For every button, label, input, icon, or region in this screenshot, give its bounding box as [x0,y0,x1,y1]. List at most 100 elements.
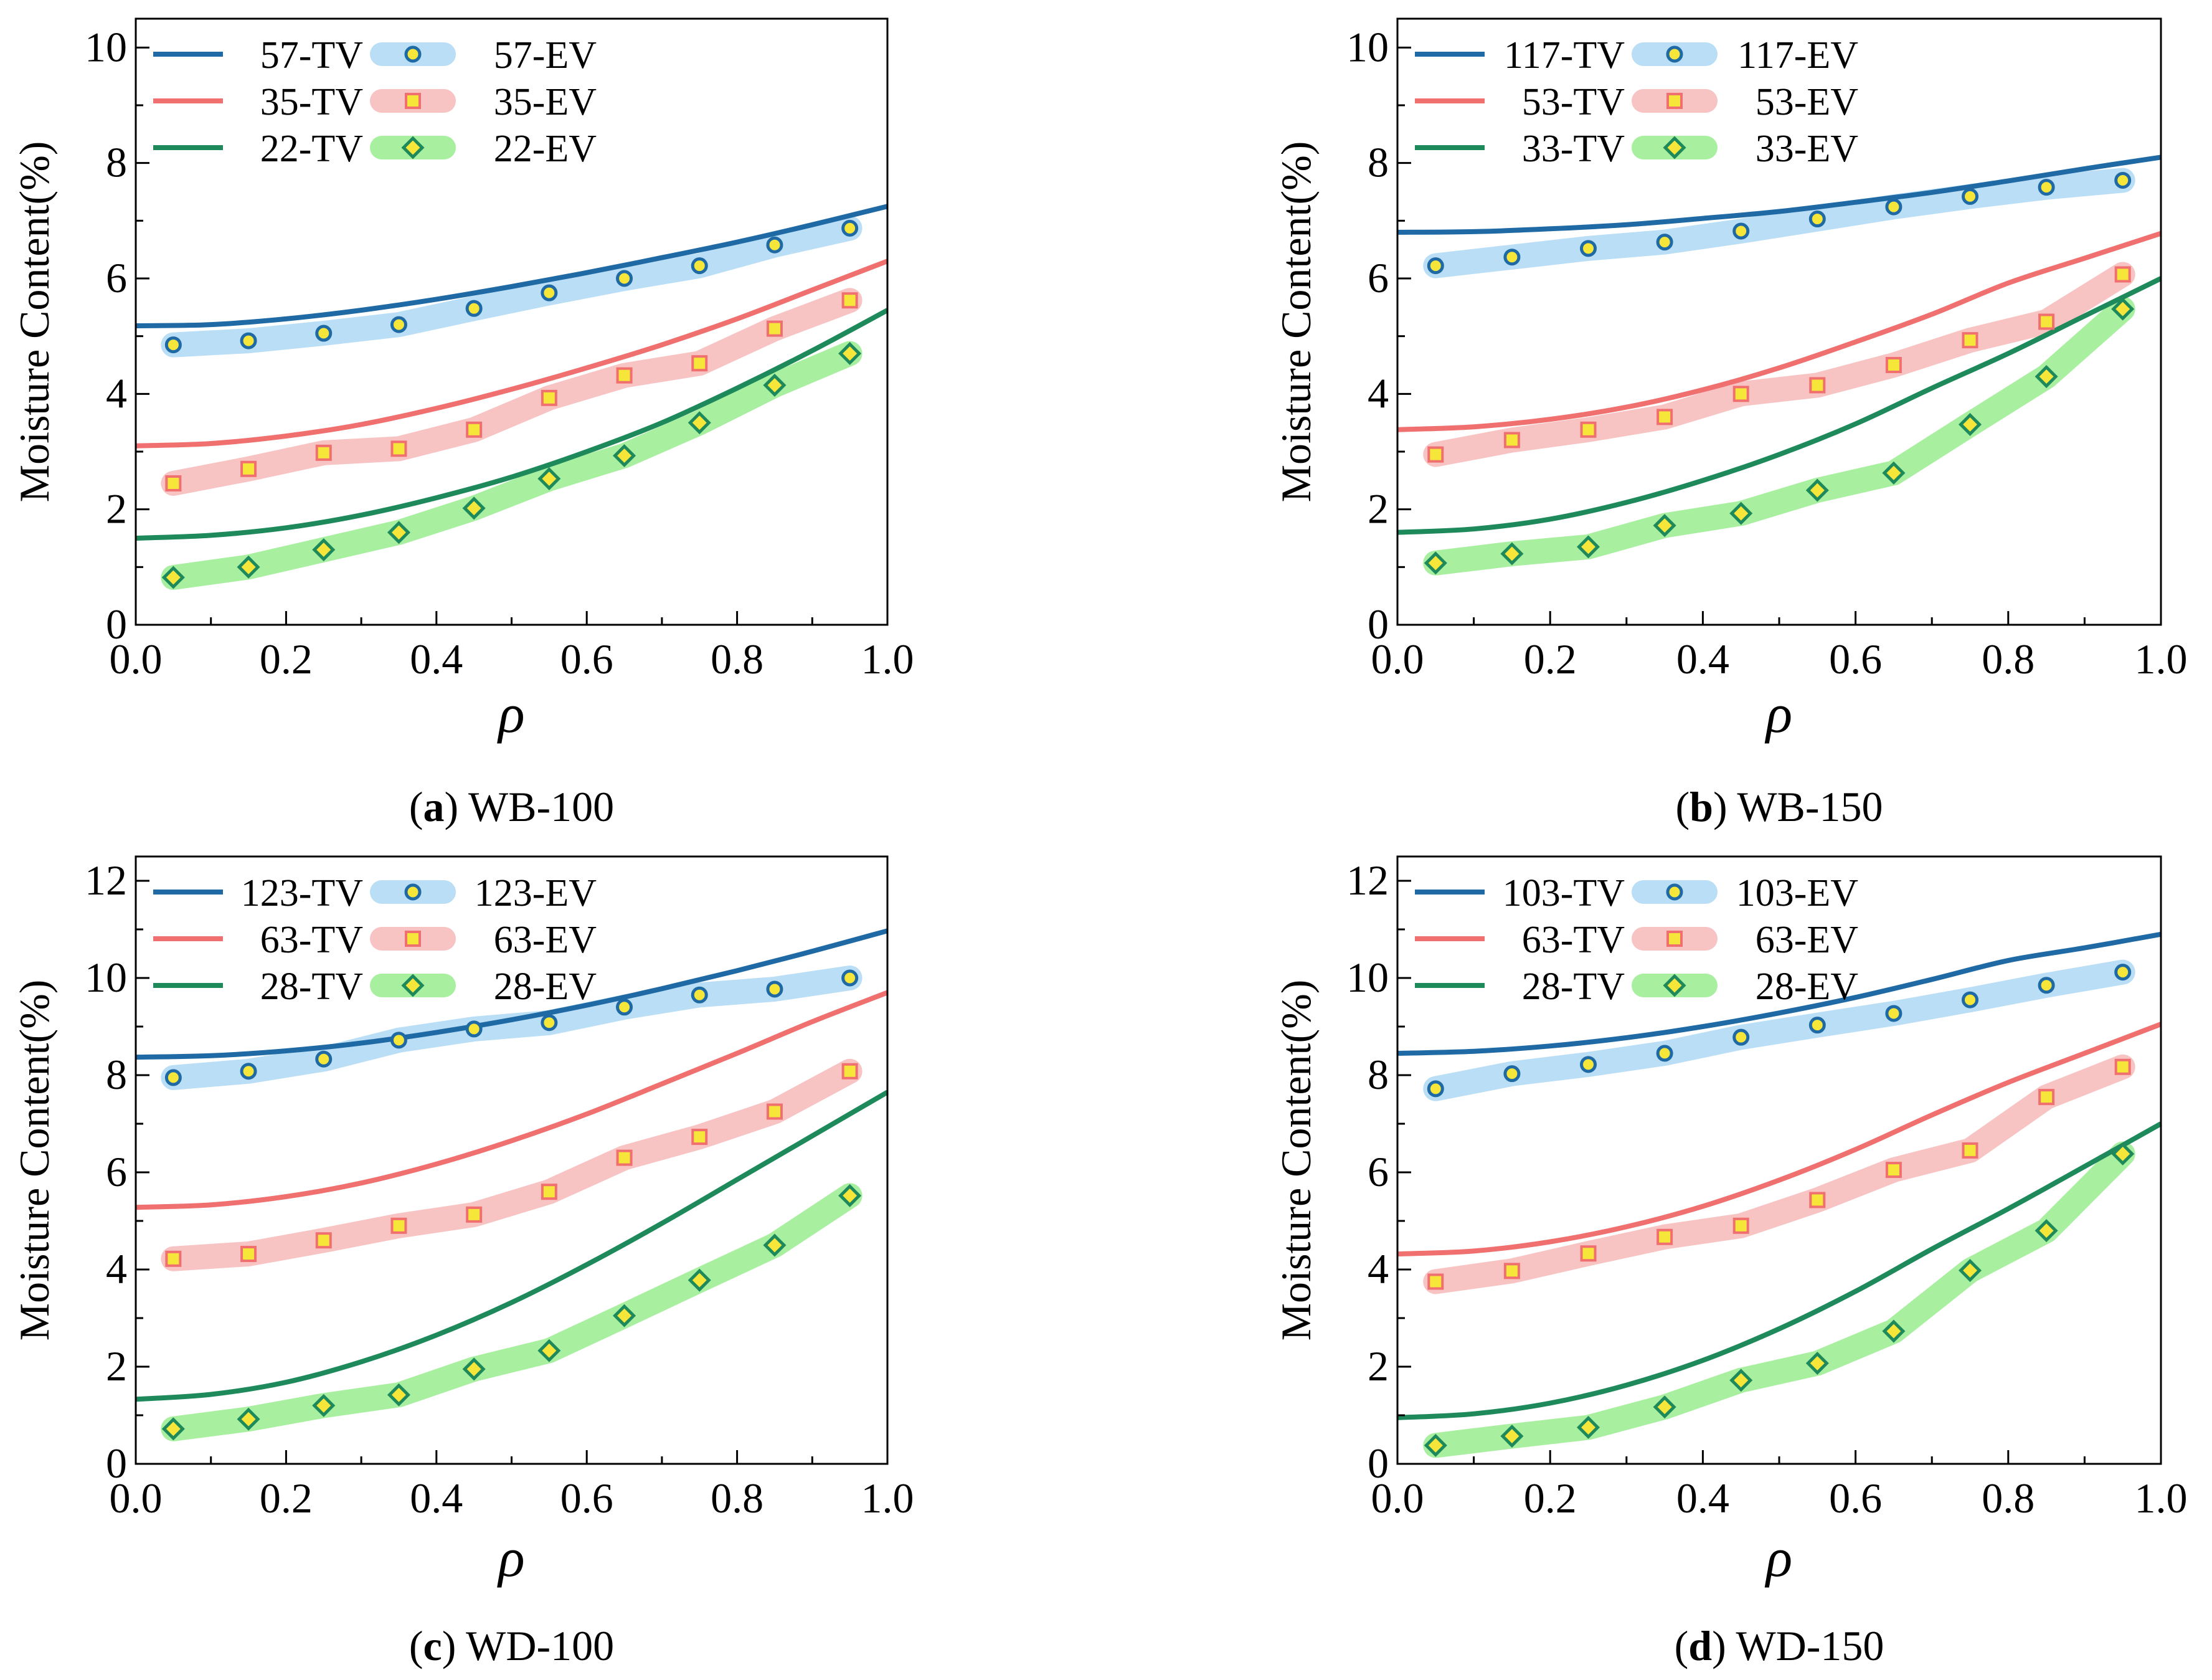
y-tick-label: 6 [106,254,127,301]
y-tick-label: 10 [1346,954,1389,1001]
x-axis-label: ρ [496,1528,524,1588]
ev-point-33-EV [1805,478,1829,502]
ev-point-33-EV [2111,297,2135,321]
x-axis-label: ρ [1764,684,1792,744]
ev-point-63-EV [466,1206,483,1223]
ev-point-53-EV [2038,313,2055,330]
legend-label-57-EV: 57-EV [494,34,597,77]
x-tick-label: 0.6 [560,635,613,683]
legend-marker-123-EV [404,883,422,901]
ev-point-103-EV [1427,1080,1444,1098]
ev-point-53-EV [1962,332,1978,349]
legend-label-28-TV: 28-TV [260,966,364,1008]
y-tick-label: 2 [106,1342,127,1390]
y-tick-label: 0 [1368,1440,1389,1487]
y-tick-label: 8 [1368,1051,1389,1098]
x-tick-label: 0.0 [1371,1474,1424,1522]
x-tick-label: 0.0 [110,1474,163,1522]
legend-label-63-TV: 63-TV [260,919,364,961]
legend-label-53-EV: 53-EV [1756,81,1859,123]
y-tick-label: 4 [1368,1245,1389,1293]
legend-marker-22-EV [401,136,425,159]
ev-point-57-EV [766,236,783,254]
chart-panel-d: 0.0 0.2 0.4 0.6 0.8 1.0 0 2 4 6 8 10 12 ρ Moisture Con… [1272,855,2188,1669]
ev-point-22-EV [688,411,711,435]
y-tick-label: 0 [1368,600,1389,648]
ev-point-22-EV [763,373,787,397]
ev-point-103-EV [1732,1028,1750,1046]
ev-point-35-EV [165,475,182,491]
ev-point-117-EV [1808,211,1826,228]
ev-band-33-EV [1423,297,2135,576]
ev-point-28-EV [161,1417,185,1441]
legend-label-28-EV: 28-EV [1756,966,1859,1008]
legend-marker-117-EV [1666,45,1683,63]
ev-point-123-EV [841,969,859,987]
ev-point-28-EV [1729,1369,1753,1392]
ev-point-103-EV [1808,1017,1826,1034]
legend-label-57-TV: 57-TV [260,34,364,77]
tv-line-22-TV [135,308,889,541]
y-tick-label: 8 [106,139,127,186]
ev-point-123-EV [616,999,633,1016]
ev-point-57-EV [465,300,483,317]
legend-label-123-EV: 123-EV [475,872,597,914]
ev-point-53-EV [1732,386,1749,402]
tv-line-123-TV [135,928,889,1060]
ev-point-33-EV [1729,501,1753,525]
ev-point-117-EV [1885,198,1902,216]
ev-point-63-EV [1732,1217,1749,1234]
ev-point-103-EV [2114,964,2132,981]
x-axis-label: ρ [496,684,524,744]
legend-label-53-TV: 53-TV [1522,81,1625,123]
x-tick-label: 0.4 [1676,635,1729,683]
panel-name: WB-150 [1737,783,1883,830]
ev-point-103-EV [1885,1005,1902,1022]
tv-line-57-TV [135,204,888,328]
ev-point-53-EV [1427,446,1444,463]
ev-band-103-EV [1423,959,2135,1101]
legend-marker-28-EV [401,974,425,997]
y-tick-label: 4 [1368,369,1389,417]
tv-line-35-TV [135,259,889,448]
panel-letter: c [423,1622,442,1669]
ev-point-117-EV [1427,257,1444,275]
ev-point-63-EV [1427,1273,1444,1290]
legend-label-123-TV: 123-TV [241,872,364,914]
panel-letter: a [423,783,445,830]
x-tick-label: 0.6 [1829,1474,1882,1522]
ev-point-33-EV [1500,542,1524,566]
ev-point-28-EV [312,1393,336,1417]
legend-marker-63-EV [405,931,421,947]
ev-point-123-EV [240,1063,257,1080]
panel-name: WB-100 [468,783,614,830]
y-tick-label: 2 [106,485,127,533]
tv-line-117-TV [1397,154,2162,235]
ev-point-103-EV [1580,1056,1597,1073]
ev-point-28-EV [1805,1352,1829,1375]
legend-label-117-EV: 117-EV [1737,34,1858,77]
ev-point-35-EV [541,389,557,406]
ev-point-35-EV [691,355,708,372]
y-tick-label: 4 [106,1245,127,1293]
legend: 57-TV 57-EV 35-TV 35-EV 22-TV 22-EV [153,34,597,170]
ev-point-35-EV [466,421,483,438]
ev-point-35-EV [766,320,783,337]
tv-line-103-TV [1397,931,2162,1056]
ev-point-63-EV [2038,1089,2055,1106]
legend-label-117-TV: 117-TV [1504,34,1625,77]
ev-point-63-EV [2114,1058,2131,1075]
x-axis-label: ρ [1764,1528,1792,1588]
panel-caption: (d) WD-150 [1675,1622,1884,1669]
ev-point-28-EV [763,1233,787,1257]
ev-point-28-EV [1882,1319,1906,1343]
ev-point-63-EV [691,1129,708,1146]
tv-line-63-TV [135,990,889,1210]
ev-point-22-EV [312,538,336,562]
ev-point-22-EV [161,566,185,589]
ev-point-63-EV [390,1217,407,1234]
ev-point-22-EV [537,467,561,491]
chart-panel-c: 0.0 0.2 0.4 0.6 0.8 1.0 0 2 4 6 8 10 12 ρ Moisture Con… [11,855,914,1669]
legend-marker-33-EV [1663,136,1686,159]
ev-point-63-EV [240,1246,257,1263]
